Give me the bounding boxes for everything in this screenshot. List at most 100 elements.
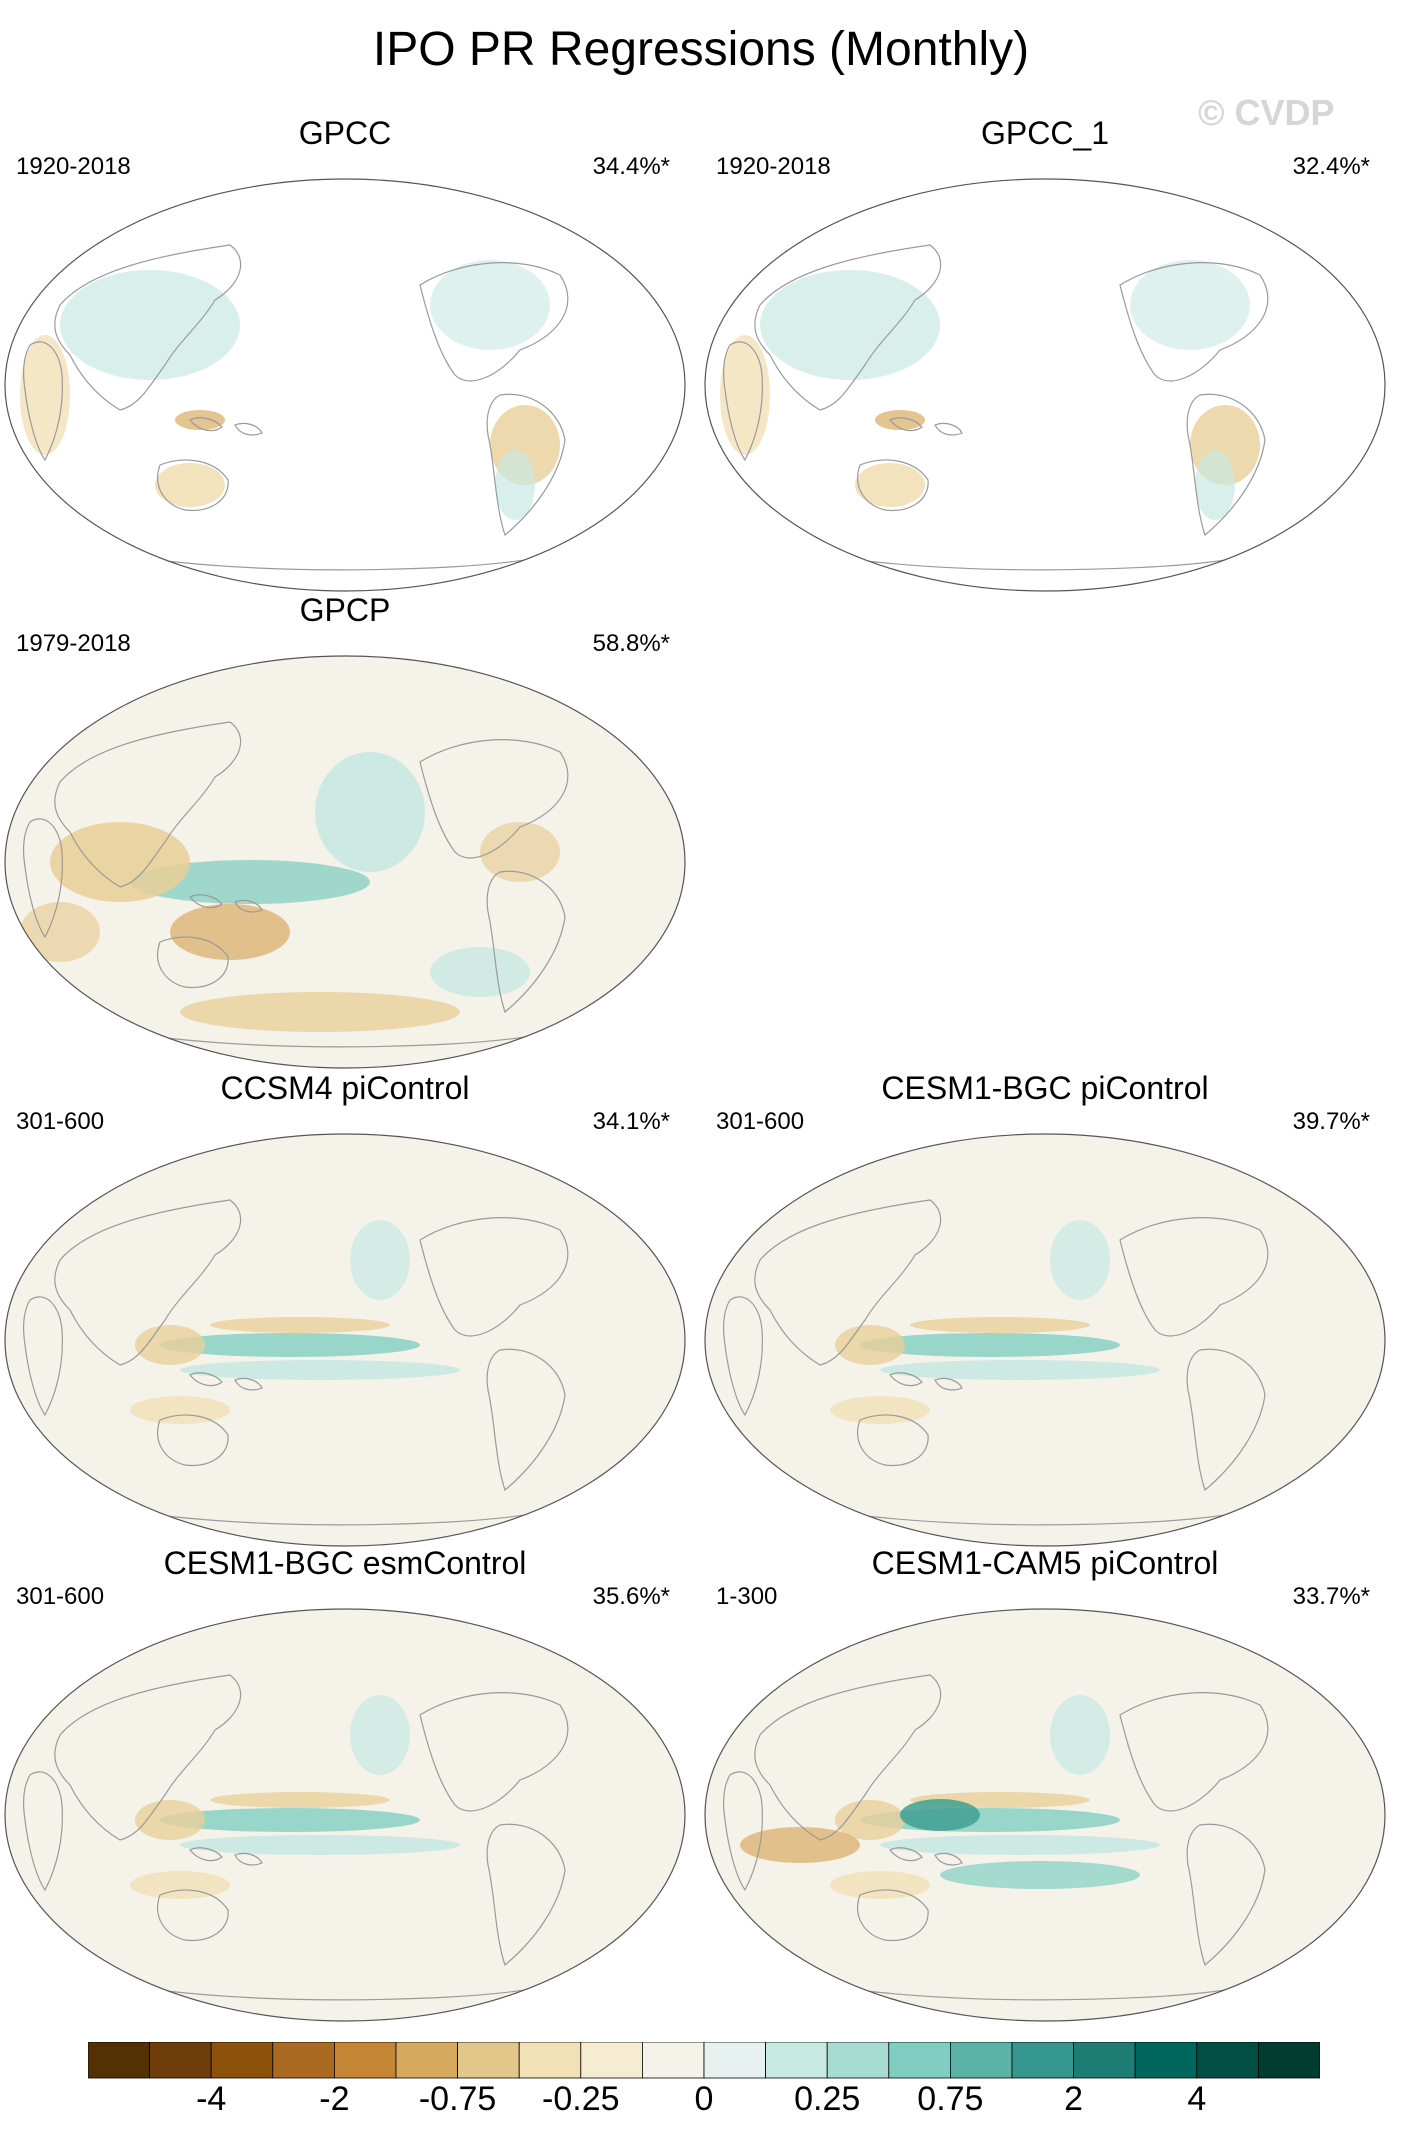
anomaly-region xyxy=(180,992,460,1032)
coastline xyxy=(157,936,229,989)
coastline xyxy=(889,1847,923,1862)
anomaly-region xyxy=(210,1792,390,1808)
coastline xyxy=(723,1296,763,1417)
coastline xyxy=(54,1674,242,1841)
colorbar xyxy=(88,2042,1320,2079)
anomaly-region xyxy=(900,1799,980,1831)
anomaly-region xyxy=(160,1808,420,1832)
colorbar-label: -0.25 xyxy=(542,2080,620,2118)
anomaly-region xyxy=(350,1220,410,1300)
coastline xyxy=(486,393,566,537)
coastline xyxy=(54,244,242,411)
coastline xyxy=(857,459,929,512)
anomaly-region xyxy=(130,1871,230,1899)
colorbar-swatch xyxy=(1196,2042,1259,2079)
world-map xyxy=(4,178,686,592)
colorbar-swatch xyxy=(950,2042,1013,2079)
anomaly-region xyxy=(350,1695,410,1775)
anomaly-region xyxy=(1050,1220,1110,1300)
coastline xyxy=(189,417,223,432)
map-panel: CCSM4 piControl 301-600 34.1%* xyxy=(0,1070,690,1547)
coastline xyxy=(419,1692,569,1812)
anomaly-region xyxy=(835,1800,905,1840)
colorbar-label: -0.75 xyxy=(418,2080,497,2118)
map-panel: GPCC_1 1920-2018 32.4%* xyxy=(700,115,1390,592)
map-background xyxy=(705,179,1385,591)
coastline xyxy=(54,721,242,888)
anomaly-region xyxy=(130,860,370,904)
anomaly-region xyxy=(130,1396,230,1424)
anomaly-region xyxy=(170,904,290,960)
anomaly-region xyxy=(760,270,940,380)
colorbar-swatch xyxy=(826,2042,890,2079)
coastline xyxy=(1119,1692,1269,1812)
map-border xyxy=(4,655,686,1069)
panel-percent: 58.8%* xyxy=(592,630,670,657)
coastline xyxy=(857,1889,929,1942)
world-map xyxy=(704,178,1386,592)
anomaly-region xyxy=(875,410,925,430)
panel-title: GPCP xyxy=(299,592,391,628)
coastline xyxy=(234,1377,263,1391)
world-map xyxy=(704,1608,1386,2022)
watermark: © CVDP xyxy=(1198,92,1335,133)
panel-period: 301-600 xyxy=(16,1108,105,1135)
map-border xyxy=(704,178,1386,592)
panel-title: CESM1-BGC piControl xyxy=(881,1070,1209,1106)
colorbar-swatch xyxy=(1073,2042,1136,2079)
colorbar-swatch xyxy=(149,2042,212,2079)
coastline xyxy=(23,818,63,939)
anomaly-region xyxy=(830,1871,930,1899)
anomaly-region xyxy=(855,463,925,507)
panel-title: GPCC xyxy=(298,115,392,151)
coastline xyxy=(889,417,923,432)
world-map xyxy=(4,1133,686,1547)
anomaly-region xyxy=(135,1800,205,1840)
anomaly-region xyxy=(830,1396,930,1424)
anomaly-region xyxy=(860,1333,1120,1357)
map-border xyxy=(4,178,686,592)
coastline xyxy=(1119,1217,1269,1337)
colorbar-swatch xyxy=(703,2042,766,2079)
coastline xyxy=(54,1199,242,1366)
panel-percent: 34.4%* xyxy=(592,153,670,180)
map-panel: CESM1-BGC esmControl 301-600 35.6%* xyxy=(0,1545,690,2022)
map-border xyxy=(4,1133,686,1547)
coastline xyxy=(1186,1348,1266,1492)
panel-period: 301-600 xyxy=(16,1583,105,1610)
colorbar-label: 0.25 xyxy=(794,2080,861,2118)
coastline xyxy=(23,1296,63,1417)
anomaly-region xyxy=(315,752,425,872)
colorbar-swatch xyxy=(580,2042,643,2079)
colorbar-swatch xyxy=(1011,2042,1074,2079)
anomaly-region xyxy=(495,450,535,520)
coastline xyxy=(857,1414,929,1467)
colorbar-swatch xyxy=(210,2042,274,2079)
colorbar-swatch xyxy=(642,2042,705,2079)
panel-percent: 34.1%* xyxy=(592,1108,670,1135)
map-border xyxy=(704,1608,1386,2022)
coastline xyxy=(234,1852,263,1866)
world-map xyxy=(4,655,686,1069)
coastline xyxy=(889,1372,923,1387)
colorbar-label: 2 xyxy=(1064,2080,1084,2118)
anomaly-region xyxy=(480,822,560,882)
panel-percent: 32.4%* xyxy=(1292,153,1370,180)
panel-percent: 39.7%* xyxy=(1292,1108,1370,1135)
coastline xyxy=(157,1414,229,1467)
map-panel: GPCC 1920-2018 34.4%* xyxy=(0,115,690,592)
coastline xyxy=(934,1852,963,1866)
colorbar-swatch xyxy=(395,2042,458,2079)
anomaly-region xyxy=(60,270,240,380)
anomaly-region xyxy=(155,463,225,507)
page-title: IPO PR Regressions (Monthly) xyxy=(372,23,1030,76)
colorbar-swatch xyxy=(457,2042,520,2079)
coastline xyxy=(419,262,569,382)
panel-period: 1920-2018 xyxy=(16,153,131,180)
coastline xyxy=(1186,393,1266,537)
panel-percent: 33.7%* xyxy=(1292,1583,1370,1610)
anomaly-region xyxy=(1130,260,1250,350)
map-panel: CESM1-BGC piControl 301-600 39.7%* xyxy=(700,1070,1390,1547)
panel-period: 301-600 xyxy=(716,1108,805,1135)
colorbar-label: -2 xyxy=(319,2080,350,2118)
